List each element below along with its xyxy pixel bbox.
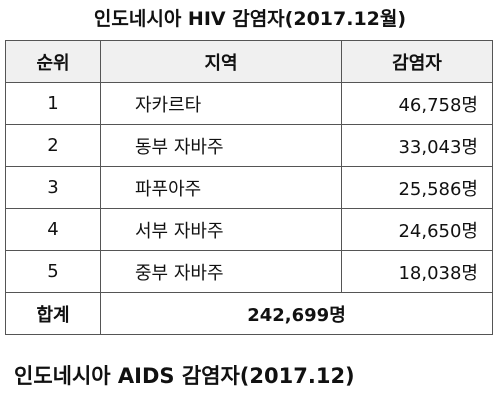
total-label: 합계	[5, 292, 101, 335]
total-value: 242,699명	[100, 292, 493, 335]
table-row: 1 자카르타 46,758명	[5, 82, 493, 125]
title: 인도네시아 HIV 감염자(2017.12월)	[93, 8, 407, 30]
table-row: 3 파푸아주 25,586명	[5, 166, 493, 209]
header-cell: 순위	[5, 40, 101, 83]
table-row: 2 동부 자바주 33,043명	[5, 124, 493, 167]
table-cell: 자카르타	[100, 82, 342, 125]
subtitle: 인도네시아 AIDS 감염자(2017.12)	[14, 364, 355, 388]
table-cell: 동부 자바주	[100, 124, 342, 167]
table-cell: 18,038명	[341, 250, 493, 293]
table-cell: 중부 자바주	[100, 250, 342, 293]
table-row: 5 중부 자바주 18,038명	[5, 250, 493, 293]
table-cell: 5	[5, 250, 101, 293]
table-cell: 서부 자바주	[100, 208, 342, 251]
table-cell: 33,043명	[341, 124, 493, 167]
table-cell: 파푸아주	[100, 166, 342, 209]
table-cell: 25,586명	[341, 166, 493, 209]
table: 순위 지역 감염자 1 자카르타 46,758명 2 동부 자바주 33,043명 3 파푸아주 2…	[5, 40, 493, 335]
header-cell: 지역	[100, 40, 342, 83]
table-body: 1 자카르타 46,758명 2 동부 자바주 33,043명 3 파푸아주 25,586명 4 서…	[5, 82, 493, 335]
table-cell: 3	[5, 166, 101, 209]
table-row: 4 서부 자바주 24,650명	[5, 208, 493, 251]
table-cell: 46,758명	[341, 82, 493, 125]
header-row: 순위 지역 감염자	[5, 40, 493, 83]
total-row: 합계 242,699명	[5, 292, 493, 335]
table-cell: 24,650명	[341, 208, 493, 251]
table-cell: 1	[5, 82, 101, 125]
table-cell: 4	[5, 208, 101, 251]
header-cell: 감염자	[341, 40, 493, 83]
table-cell: 2	[5, 124, 101, 167]
